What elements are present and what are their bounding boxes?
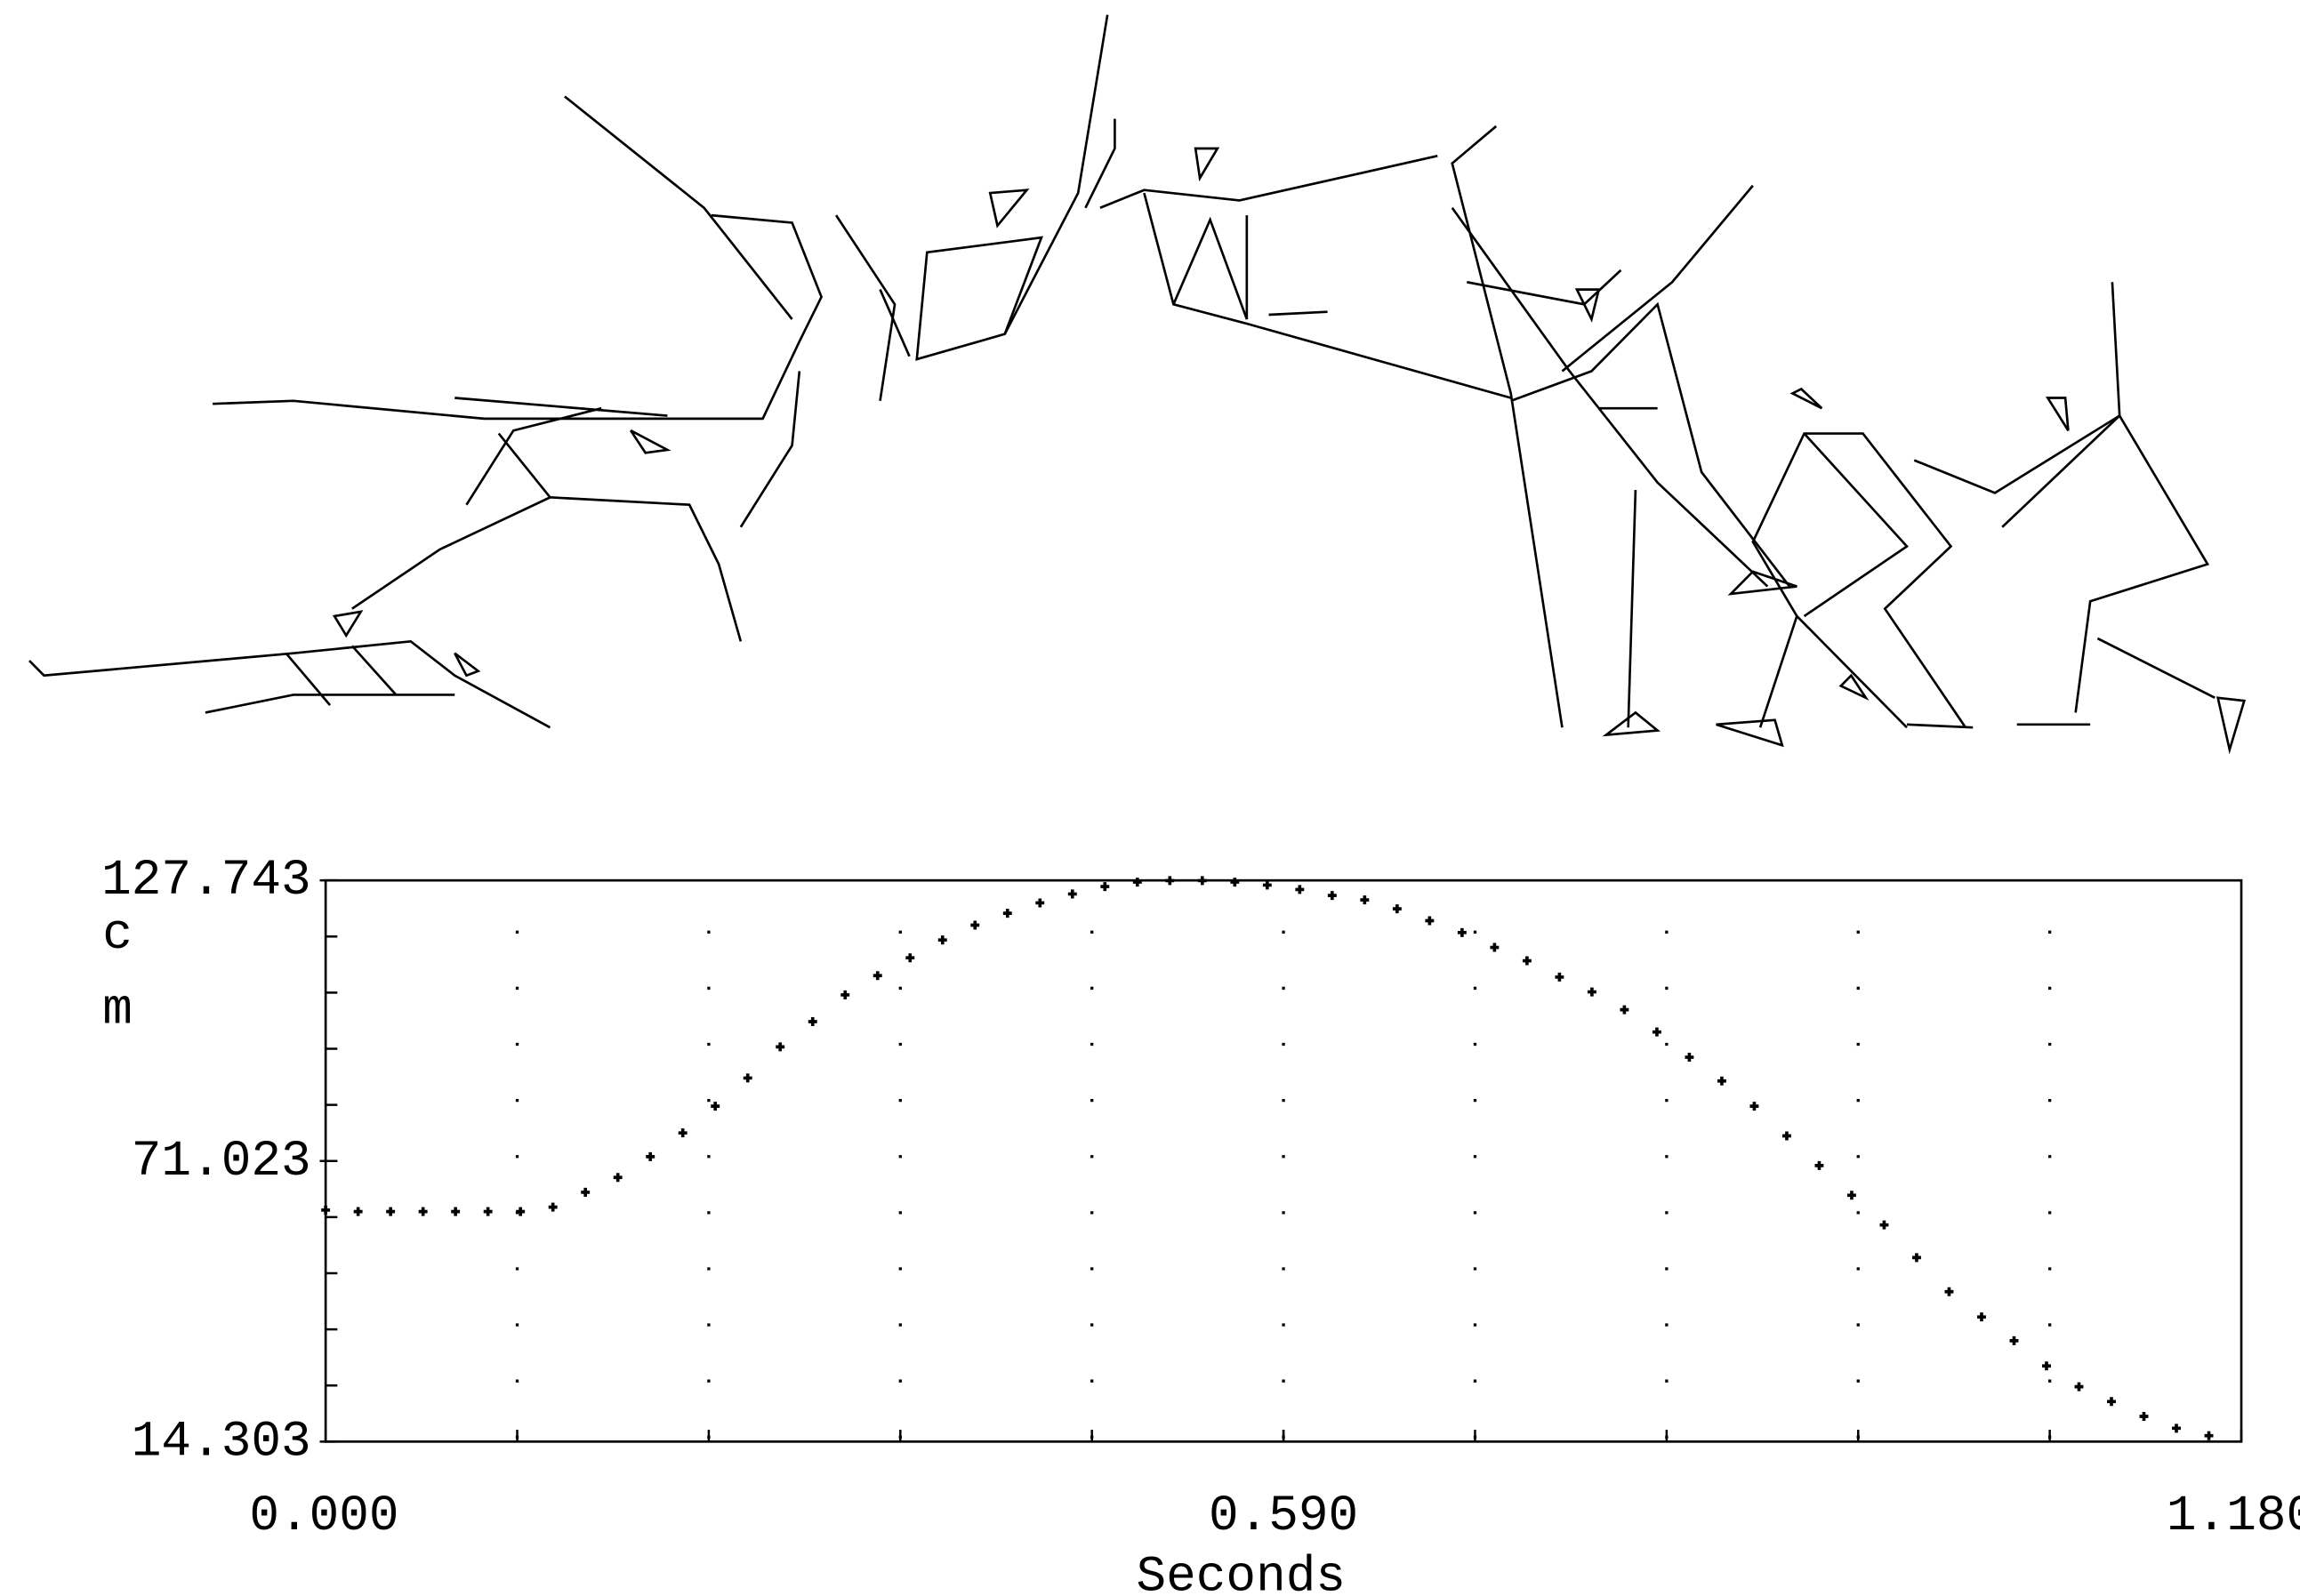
data-point [419, 1207, 428, 1216]
data-point [1068, 889, 1077, 898]
data-point [1620, 1006, 1628, 1015]
data-point [614, 1173, 623, 1182]
data-point [1880, 1221, 1889, 1230]
data-point [1393, 904, 1402, 913]
data-point [516, 1207, 525, 1216]
y-tick-label: 127.743 [101, 852, 310, 909]
data-point [776, 1042, 784, 1051]
data-point [1133, 878, 1142, 886]
data-point [581, 1188, 590, 1197]
data-point [2075, 1383, 2084, 1391]
data-point [1458, 928, 1467, 937]
data-point [321, 1206, 330, 1215]
data-point [1555, 973, 1564, 982]
data-point [1165, 876, 1174, 885]
data-point [2042, 1361, 2051, 1370]
data-point [1749, 1102, 1758, 1111]
data-point [1035, 898, 1044, 907]
data-point [1490, 943, 1499, 952]
data-point [1360, 895, 1369, 904]
data-point [1945, 1287, 1954, 1296]
data-point [1588, 988, 1596, 997]
data-point [808, 1017, 817, 1026]
data-point [970, 920, 979, 929]
data-point [354, 1207, 363, 1216]
data-point [646, 1152, 655, 1161]
data-point [1782, 1132, 1791, 1141]
data-point [549, 1203, 558, 1212]
data-point [1295, 885, 1304, 894]
data-point [1523, 957, 1532, 966]
data-point [1977, 1312, 1986, 1321]
data-point [2010, 1336, 2019, 1345]
page: cm Seconds 14.303 71.023 127.743 0.000 0.590… [0, 0, 2300, 1596]
data-point [711, 1102, 720, 1111]
data-point [1328, 891, 1337, 900]
data-point [1003, 909, 1012, 918]
y-tick-label: 71.023 [132, 1132, 311, 1189]
data-point [451, 1207, 460, 1216]
data-point [1263, 880, 1272, 889]
data-point [1230, 878, 1239, 886]
stick-figures [29, 15, 2244, 750]
x-tick-label: 1.180 [2167, 1488, 2300, 1544]
data-point [484, 1207, 493, 1216]
data-point [1912, 1253, 1921, 1262]
data-point [905, 953, 914, 962]
x-tick-label: 0.590 [1209, 1488, 1358, 1544]
data-point [1814, 1161, 1823, 1170]
data-point [840, 990, 849, 999]
data-point [2205, 1432, 2214, 1440]
x-label: Seconds [1137, 1548, 1346, 1596]
data-point [938, 935, 947, 944]
data-point [1425, 916, 1434, 925]
data-point [1717, 1077, 1726, 1086]
data-point [2172, 1424, 2181, 1432]
data-point [2107, 1397, 2116, 1406]
data-point [1198, 876, 1207, 885]
data-point [2140, 1412, 2149, 1421]
x-tick-label: 0.000 [249, 1488, 398, 1544]
data-point [1653, 1028, 1661, 1037]
data-point [1847, 1191, 1856, 1199]
data-point [744, 1073, 752, 1082]
chart: cm Seconds 14.303 71.023 127.743 0.000 0.590… [0, 0, 2300, 1596]
data-point [679, 1128, 688, 1137]
y-tick-label: 14.303 [132, 1413, 311, 1470]
data-point [386, 1207, 395, 1216]
data-point [1685, 1053, 1693, 1062]
y-label: cm [89, 906, 146, 1056]
plot-frame [326, 880, 2241, 1441]
data-point [873, 971, 882, 980]
data-point [1100, 882, 1109, 891]
